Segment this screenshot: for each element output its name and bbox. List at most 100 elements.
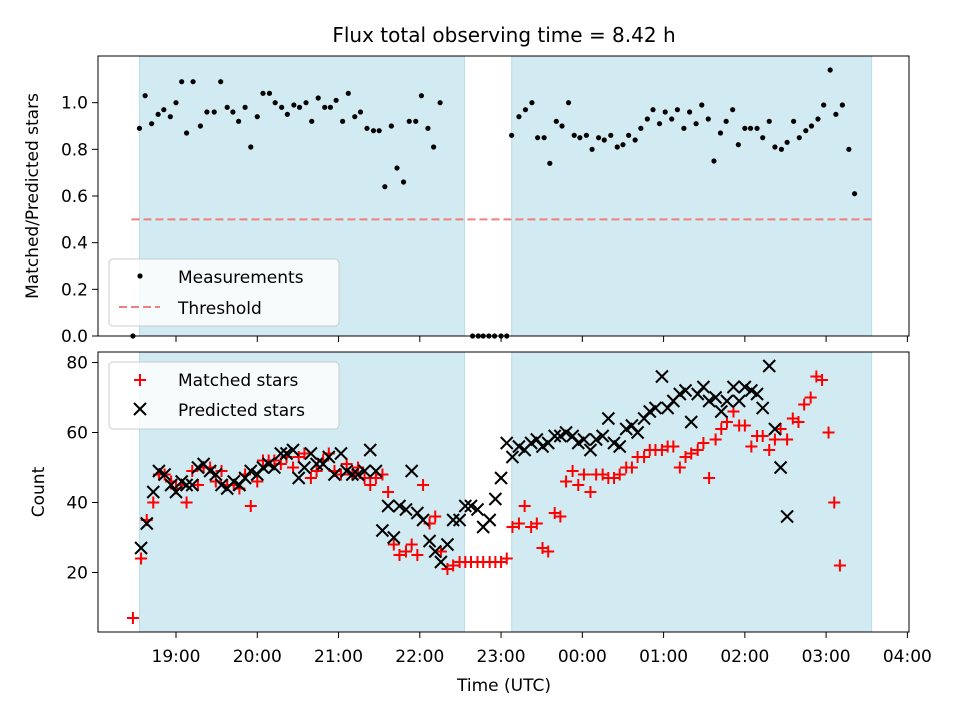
- matched-star-point: [304, 472, 317, 484]
- measurement-point: [846, 146, 852, 152]
- measurement-point: [136, 125, 143, 131]
- matched-star-point: [625, 461, 638, 474]
- matched-star-point: [673, 461, 686, 474]
- matched-star-point: [500, 552, 513, 565]
- y-tick-label: 0.0: [61, 327, 88, 347]
- measurement-point: [686, 109, 693, 115]
- measurement-point: [760, 135, 766, 141]
- measurement-point: [595, 135, 602, 141]
- predicted-star-point: [595, 429, 610, 443]
- measurement-point: [260, 90, 266, 96]
- bottom-panel-frame: [97, 351, 910, 633]
- predicted-star-point: [762, 359, 776, 373]
- measurement-point: [173, 100, 179, 106]
- bottom-legend: Matched stars Predicted stars: [108, 361, 340, 430]
- measurement-point: [608, 132, 614, 138]
- measurement-point: [803, 128, 809, 134]
- measurement-point: [142, 93, 148, 99]
- predicted-star-point: [732, 394, 746, 408]
- measurement-point: [296, 104, 303, 110]
- top-y-axis: 0.0 0.2 0.4 0.6 0.8 1.0: [61, 94, 98, 347]
- bottom-y-axis-label: Count: [29, 466, 49, 517]
- measurement-point: [589, 146, 595, 152]
- predicted-stars-points: [134, 359, 794, 569]
- measurement-point: [418, 93, 425, 99]
- matched-star-point: [554, 510, 567, 523]
- predicted-star-point: [494, 471, 508, 485]
- measurement-point: [583, 132, 589, 138]
- matched-star-point: [429, 510, 442, 523]
- predicted-star-point: [505, 450, 520, 464]
- predicted-star-point: [714, 404, 728, 419]
- measurement-point: [204, 109, 210, 115]
- matched-star-point: [697, 437, 710, 449]
- predicted-star-point: [369, 464, 383, 478]
- measurement-point: [382, 184, 388, 190]
- matched-star-point: [685, 447, 698, 460]
- measurement-point: [345, 90, 351, 96]
- x-tick-label: 20:00: [233, 647, 282, 667]
- y-tick-label: 0.2: [61, 280, 88, 300]
- matched-star-point: [703, 472, 716, 484]
- measurement-point: [376, 128, 382, 134]
- legend-matched-marker: [134, 374, 146, 386]
- matched-star-point: [720, 416, 733, 428]
- measurement-point: [808, 123, 815, 129]
- predicted-star-point: [392, 499, 407, 513]
- measurement-point: [827, 67, 833, 73]
- top-legend-box: [108, 258, 340, 327]
- matched-star-point: [667, 440, 680, 453]
- measurement-point: [705, 116, 711, 122]
- predicted-star-point: [458, 499, 473, 513]
- predicted-star-point: [612, 439, 627, 454]
- measurement-point: [437, 100, 443, 106]
- predicted-star-point: [547, 429, 562, 443]
- measurement-point: [784, 139, 790, 145]
- predicted-star-point: [274, 446, 288, 461]
- predicted-star-point: [482, 513, 497, 527]
- predicted-star-point: [334, 446, 348, 461]
- measurement-point: [638, 125, 644, 131]
- matched-star-point: [215, 465, 228, 477]
- matched-star-point: [399, 545, 412, 558]
- measurement-point: [425, 125, 431, 131]
- predicted-star-point: [309, 457, 324, 471]
- measurement-point: [161, 107, 167, 113]
- matched-star-point: [405, 538, 418, 551]
- measurement-point: [601, 137, 607, 143]
- matched-star-point: [364, 479, 377, 491]
- measurement-point: [796, 135, 802, 141]
- matched-star-point: [506, 521, 519, 533]
- predicted-star-point: [434, 555, 448, 569]
- measurement-point: [522, 107, 529, 113]
- bottom-legend-box: [108, 361, 340, 430]
- predicted-star-point: [488, 492, 503, 506]
- predicted-star-point: [577, 432, 591, 447]
- matched-star-point: [804, 391, 817, 404]
- matched-star-point: [833, 559, 846, 572]
- predicted-star-point: [440, 537, 455, 552]
- measurement-point: [406, 118, 412, 124]
- predicted-star-point: [381, 499, 395, 513]
- measurement-point: [754, 125, 760, 131]
- matched-star-point: [180, 496, 193, 509]
- predicted-star-point: [297, 460, 312, 475]
- measurement-point: [553, 118, 559, 124]
- measurement-point: [370, 128, 377, 134]
- predicted-star-point: [768, 422, 782, 436]
- predicted-star-point: [684, 415, 698, 429]
- measurement-point: [400, 179, 407, 185]
- measurement-point: [333, 97, 339, 103]
- predicted-star-point: [678, 383, 693, 398]
- measurement-point: [309, 118, 315, 124]
- top-panel: 0.0 0.2 0.4 0.6 0.8 1.0 Matched/Predicted sta…: [23, 55, 910, 347]
- measurement-point: [322, 104, 328, 110]
- matched-star-point: [756, 430, 769, 442]
- predicted-star-point: [292, 471, 306, 485]
- predicted-star-point: [267, 460, 282, 475]
- measurement-point: [711, 158, 717, 164]
- y-tick-label: 0.4: [61, 234, 88, 254]
- predicted-star-point: [157, 467, 172, 482]
- x-tick-label: 19:00: [152, 647, 201, 667]
- predicted-star-point: [726, 380, 741, 394]
